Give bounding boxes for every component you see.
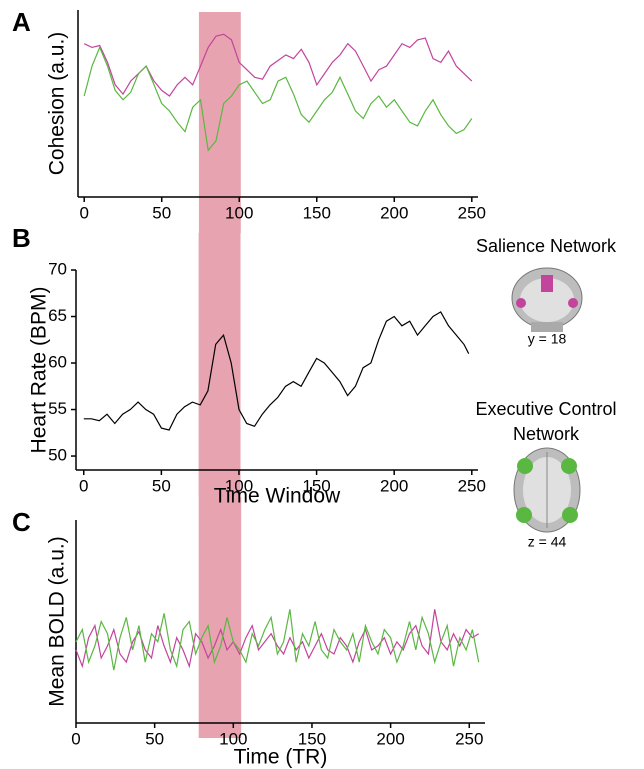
x-tick-label: 100	[225, 203, 253, 222]
x-tick-label: 250	[458, 476, 486, 495]
x-tick-label: 200	[380, 476, 408, 495]
x-tick-label: 200	[376, 729, 404, 748]
highlight-band	[199, 233, 241, 497]
panel-letter: C	[12, 507, 31, 537]
network-blob	[517, 458, 533, 474]
x-tick-label: 150	[303, 203, 331, 222]
series-line	[76, 609, 479, 670]
panel-letter: B	[12, 223, 31, 253]
page: {"chart_data": [ {"type": "line", "panel…	[0, 0, 644, 769]
series-line	[84, 312, 469, 430]
x-tick-label: 0	[71, 729, 80, 748]
network-blob	[516, 298, 526, 308]
x-tick-label: 50	[152, 476, 171, 495]
x-axis-title: Time Window	[214, 485, 341, 508]
network-blob	[562, 507, 578, 523]
y-axis-title: Mean BOLD (a.u.)	[46, 536, 69, 706]
x-tick-label: 250	[455, 729, 483, 748]
x-tick-label: 0	[79, 203, 88, 222]
x-axis-title: Time (TR)	[234, 746, 328, 769]
x-tick-label: 200	[380, 203, 408, 222]
x-tick-label: 0	[79, 476, 88, 495]
y-axis-title: Heart Rate (BPM)	[28, 287, 51, 454]
y-tick-label: 70	[48, 259, 67, 278]
highlight-band	[199, 497, 241, 738]
brain-axial	[514, 448, 580, 532]
network-blob	[568, 298, 578, 308]
network-blob	[561, 458, 577, 474]
series-line	[84, 47, 472, 150]
y-axis-title: Cohesion (a.u.)	[46, 32, 69, 176]
panel-letter: A	[12, 7, 31, 37]
y-tick-label: 50	[48, 446, 67, 465]
brain-coord: y = 18	[528, 331, 567, 347]
brain-label: Network	[513, 424, 580, 444]
brain-coord: z = 44	[528, 534, 567, 550]
network-blob	[516, 507, 532, 523]
y-tick-label: 55	[48, 399, 67, 418]
y-tick-label: 65	[48, 306, 67, 325]
x-tick-label: 250	[458, 203, 486, 222]
series-line	[84, 34, 472, 96]
brain-coronal	[512, 268, 582, 332]
brain-label: Salience Network	[476, 236, 617, 256]
x-tick-label: 50	[145, 729, 164, 748]
figure: Salience Network y = 18 Executive Contro…	[0, 0, 644, 769]
x-tick-label: 50	[152, 203, 171, 222]
y-tick-label: 60	[48, 353, 67, 372]
brain-label: Executive Control	[475, 399, 616, 419]
network-blob	[541, 275, 553, 292]
